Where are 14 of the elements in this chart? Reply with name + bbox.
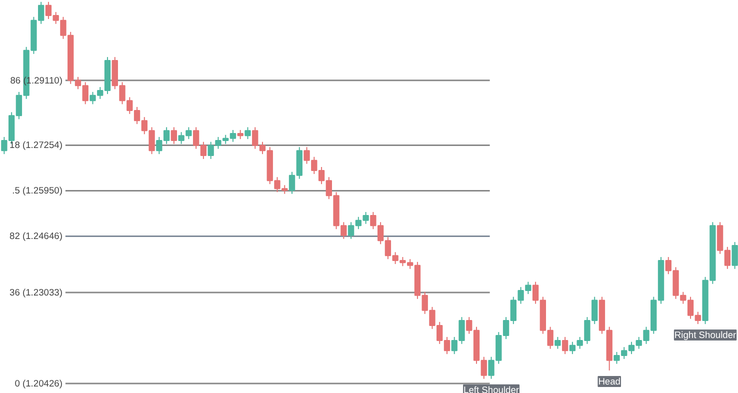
ref-line-label: 36 (1.23033) <box>10 288 62 298</box>
ref-line-label: 18 (1.27254) <box>10 140 62 150</box>
candlestick <box>732 242 738 270</box>
annotation: Head <box>598 376 621 386</box>
candlestick <box>170 126 178 144</box>
candlestick <box>244 126 251 140</box>
ref-line-label: 0 (1.20426) <box>14 378 62 389</box>
ref-line-label: 82 (1.24646) <box>10 231 62 242</box>
candlestick <box>237 129 244 140</box>
annotation: Right Shoulder <box>674 330 736 340</box>
candlestick <box>554 336 561 350</box>
annotation: Left Shoulder <box>464 384 520 393</box>
ref-line-label: .5 (1.25950) <box>12 186 62 196</box>
candlestick <box>562 336 568 355</box>
